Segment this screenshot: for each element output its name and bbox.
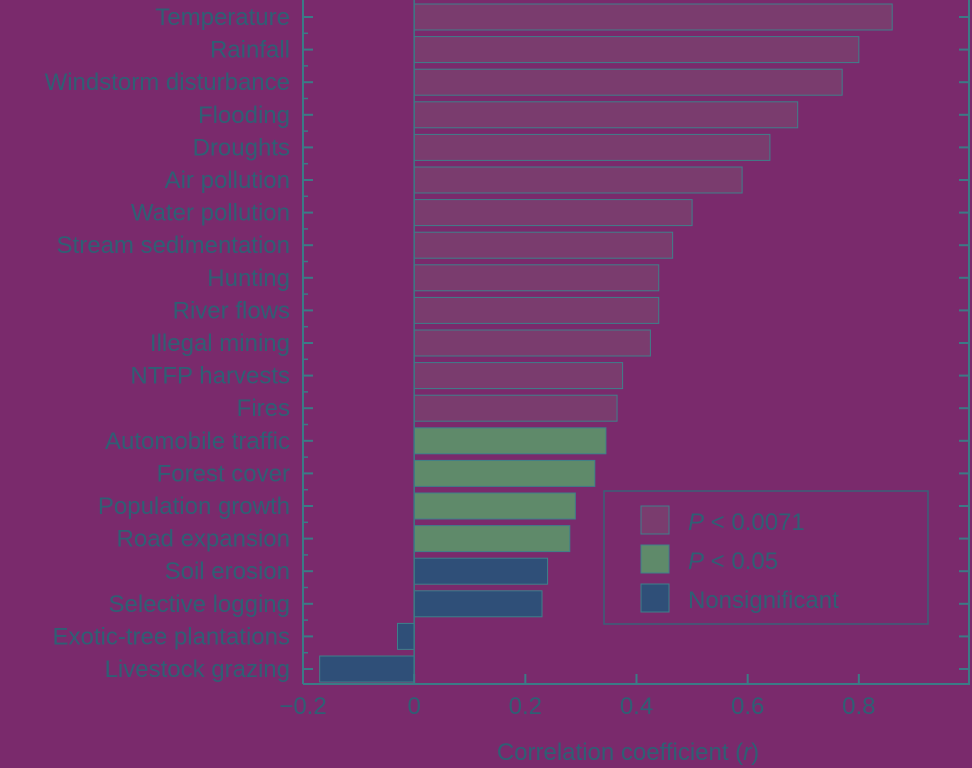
bar-flooding — [413, 101, 799, 129]
y-tick-label: Rainfall — [210, 37, 290, 64]
legend-swatch — [640, 583, 670, 613]
y-tick-label: Temperature — [155, 4, 290, 31]
bar-fires — [413, 394, 618, 422]
x-tick-label: 0.8 — [842, 693, 875, 720]
y-tick-label: Soil erosion — [165, 558, 290, 585]
x-tick-label: 0.2 — [509, 693, 542, 720]
bar-road-expansion — [413, 525, 571, 553]
y-tick-label: Water pollution — [131, 200, 290, 227]
x-tick-label: 0.4 — [620, 693, 653, 720]
x-tick-label: 0 — [407, 693, 420, 720]
bar-rainfall — [413, 36, 860, 64]
bar-ntfp-harvests — [413, 362, 624, 390]
y-tick-label: Road expansion — [117, 526, 290, 553]
y-tick-labels: Temperature Rainfall Windstorm disturbance… — [45, 4, 290, 683]
bar-hunting — [413, 264, 660, 292]
y-tick-label: Illegal mining — [150, 330, 290, 357]
bars-group — [319, 3, 893, 683]
bar-windstorm-disturbance — [413, 68, 843, 96]
bar-automobile-traffic — [413, 427, 607, 455]
y-tick-label: Droughts — [193, 134, 290, 161]
legend-label: P < 0.0071 — [688, 509, 805, 536]
y-tick-label: Livestock grazing — [105, 656, 290, 683]
legend-label: Nonsignificant — [688, 587, 839, 614]
bar-river-flows — [413, 296, 660, 324]
y-tick-label: Stream sedimentation — [57, 232, 290, 259]
x-axis-label: Correlation coefficient (r) — [497, 739, 759, 766]
legend-swatch — [640, 505, 670, 535]
y-tick-label: Fires — [237, 395, 290, 422]
y-tick-label: Windstorm disturbance — [45, 69, 290, 96]
bar-livestock-grazing — [319, 655, 415, 683]
bar-exotic-tree-plantations — [396, 622, 415, 650]
legend-label: P < 0.05 — [688, 548, 778, 575]
y-tick-label: Selective logging — [109, 591, 290, 618]
y-tick-label: Forest cover — [157, 460, 290, 487]
y-tick-label: Automobile traffic — [105, 428, 290, 455]
y-tick-label: Hunting — [207, 265, 290, 292]
y-tick-label: Population growth — [98, 493, 290, 520]
bar-soil-erosion — [413, 557, 549, 585]
bar-population-growth — [413, 492, 576, 520]
bar-selective-logging — [413, 590, 543, 618]
y-tick-label: Air pollution — [165, 167, 290, 194]
x-tick-label: −0.2 — [279, 693, 326, 720]
y-tick-label: River flows — [173, 297, 290, 324]
bar-temperature — [413, 3, 893, 31]
y-tick-label: NTFP harvests — [130, 363, 290, 390]
bar-air-pollution — [413, 166, 743, 194]
y-tick-label: Exotic-tree plantations — [53, 623, 290, 650]
y-tick-label: Flooding — [198, 102, 290, 129]
bar-droughts — [413, 133, 771, 161]
bar-stream-sedimentation — [413, 231, 674, 259]
x-tick-label: 0.6 — [731, 693, 764, 720]
bar-illegal-mining — [413, 329, 651, 357]
legend: P < 0.0071 P < 0.05 Nonsignificant — [603, 490, 929, 625]
bar-forest-cover — [413, 459, 596, 487]
legend-box — [603, 490, 929, 625]
bar-water-pollution — [413, 199, 693, 227]
x-ticks: −0.2 0 0.2 0.4 0.6 0.8 — [279, 674, 876, 720]
legend-swatch — [640, 544, 670, 574]
